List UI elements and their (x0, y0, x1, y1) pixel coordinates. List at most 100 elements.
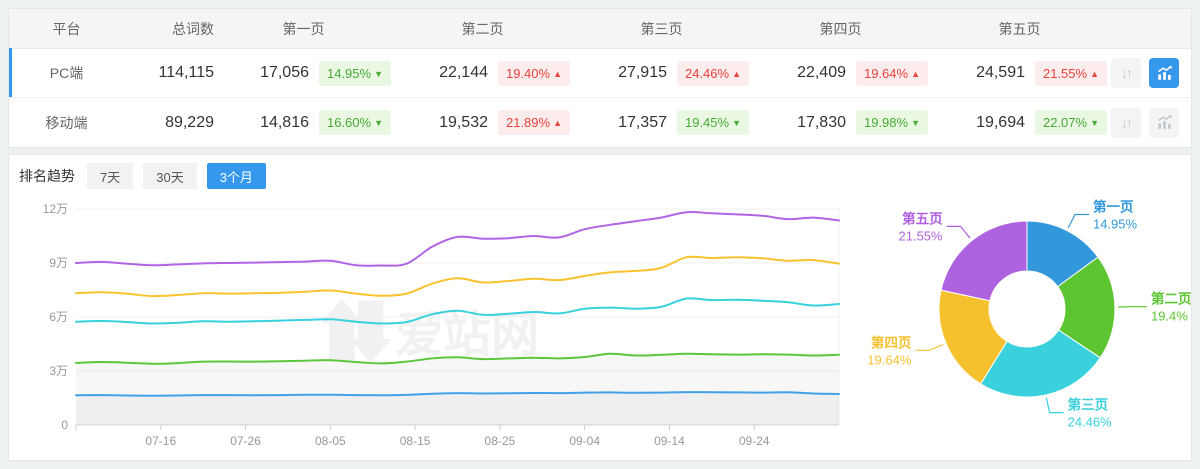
sort-button[interactable]: ↓↑ (1111, 107, 1141, 138)
page-count-value: 22,144 (439, 64, 488, 81)
bar-chart-icon (1157, 114, 1172, 129)
donut-label-pct: 14.95% (1093, 216, 1138, 231)
svg-text:9万: 9万 (49, 256, 68, 270)
page-share-donut-chart: 第一页 14.95% 第二页 19.4% 第三页 24.46% 第四页 19.64% 第五页 21… (867, 198, 1192, 430)
svg-text:09-04: 09-04 (569, 434, 600, 448)
page-count-value: 24,591 (976, 64, 1025, 81)
header-page-3: 第三页 (640, 20, 683, 37)
change-pct-badge: 19.45% ▼ (677, 110, 749, 135)
svg-text:08-25: 08-25 (485, 434, 516, 448)
change-pct-badge: 19.40% ▲ (498, 60, 570, 86)
table-row[interactable]: PC端 114,115 17,056 14.95% ▼ 22,144 19.40% ▲ 27… (9, 48, 1191, 98)
svg-text:3万: 3万 (49, 364, 68, 378)
change-badge-cell: 19.40% ▲ (488, 60, 572, 86)
down-triangle-icon: ▼ (374, 68, 383, 79)
trend-line-chart: 0 3万 6万 9万 12万 07-16 07-26 08-05 08-15 08-25 09-04… (43, 202, 840, 448)
donut-label-name: 第五页 (902, 210, 943, 226)
donut-label-name: 第三页 (1068, 397, 1109, 413)
table-body: PC端 114,115 17,056 14.95% ▼ 22,144 19.40% ▲ 27… (9, 48, 1191, 147)
donut-label-pct: 24.46% (1068, 415, 1113, 430)
donut-label-pct: 19.4% (1151, 309, 1188, 324)
change-badge-cell: 19.64% ▲ (846, 60, 930, 86)
page-count-value: 22,409 (797, 64, 846, 81)
bar-chart-icon (1157, 65, 1172, 80)
up-triangle-icon: ▲ (1090, 68, 1099, 79)
total-words-value: 89,229 (165, 113, 214, 131)
up-triangle-icon: ▲ (553, 68, 562, 79)
donut-slice-第五页 (940, 220, 1028, 302)
svg-text:12万: 12万 (43, 202, 68, 216)
header-page-2: 第二页 (461, 20, 504, 37)
change-pct-badge: 21.89% ▲ (498, 110, 570, 135)
page-count-value: 27,915 (618, 64, 667, 81)
change-badge-cell: 14.95% ▼ (309, 60, 393, 86)
up-triangle-icon: ▲ (911, 68, 920, 79)
change-badge-cell: 19.45% ▼ (667, 110, 751, 135)
header-platform: 平台 (52, 20, 81, 37)
platform-label: PC端 (49, 65, 84, 81)
down-triangle-icon: ▼ (911, 118, 920, 128)
svg-text:07-26: 07-26 (230, 434, 261, 448)
svg-text:08-15: 08-15 (400, 434, 431, 448)
chart-toggle-button[interactable] (1149, 58, 1179, 88)
change-badge-cell: 19.98% ▼ (846, 110, 930, 135)
page-count-value: 17,056 (260, 64, 309, 81)
svg-text:0: 0 (61, 418, 68, 432)
change-pct-badge: 19.98% ▼ (856, 110, 928, 135)
aizhan-watermark: 爱站网 (395, 309, 539, 362)
down-triangle-icon: ▼ (732, 118, 741, 128)
donut-label-name: 第二页 (1151, 291, 1192, 307)
svg-text:09-14: 09-14 (654, 434, 685, 448)
sort-button[interactable]: ↓↑ (1111, 58, 1141, 88)
rank-trend-section: 排名趋势 7天 30天 3个月 0 3万 6万 9万 12万 07-16 07-26 08-0… (8, 154, 1192, 461)
chart-toggle-button[interactable] (1149, 107, 1179, 138)
svg-text:07-16: 07-16 (145, 434, 176, 448)
change-badge-cell: 24.46% ▲ (667, 60, 751, 86)
down-triangle-icon: ▼ (374, 118, 383, 128)
total-words-value: 114,115 (158, 64, 214, 81)
page-count-value: 19,532 (439, 113, 488, 131)
donut-label-name: 第四页 (871, 334, 912, 350)
table-row[interactable]: 移动端 89,229 14,816 16.60% ▼ 19,532 21.89% ▲ 17,… (9, 98, 1191, 147)
change-badge-cell: 21.55% ▲ (1025, 60, 1109, 86)
header-page-5: 第五页 (998, 20, 1041, 37)
change-pct-badge: 22.07% ▼ (1035, 110, 1107, 135)
trend-header: 排名趋势 7天 30天 3个月 (9, 155, 1191, 189)
header-page-4: 第四页 (819, 20, 862, 37)
trend-title: 排名趋势 (19, 168, 75, 184)
change-pct-badge: 21.55% ▲ (1035, 60, 1107, 86)
change-pct-badge: 19.64% ▲ (856, 60, 928, 86)
change-badge-cell: 22.07% ▼ (1025, 110, 1109, 135)
row-actions: ↓↑ (1109, 107, 1191, 138)
svg-text:09-24: 09-24 (739, 434, 770, 448)
header-total-words: 总词数 (172, 20, 214, 37)
keyword-rank-table: 平台 总词数 第一页 第二页 第三页 第四页 第五页 PC端 114,115 1… (8, 8, 1192, 148)
up-triangle-icon: ▲ (553, 118, 562, 128)
sort-arrows-icon: ↓↑ (1121, 114, 1133, 131)
header-page-1: 第一页 (282, 20, 325, 37)
down-triangle-icon: ▼ (1090, 118, 1099, 128)
change-badge-cell: 21.89% ▲ (488, 110, 572, 135)
tab-30-days[interactable]: 30天 (143, 163, 197, 189)
tab-7-days[interactable]: 7天 (87, 163, 134, 189)
sort-arrows-icon: ↓↑ (1121, 65, 1133, 81)
change-pct-badge: 16.60% ▼ (319, 110, 391, 135)
svg-text:6万: 6万 (49, 310, 68, 324)
donut-label-pct: 19.64% (867, 352, 912, 367)
page-count-value: 14,816 (260, 113, 309, 131)
donut-label-name: 第一页 (1093, 198, 1134, 214)
change-pct-badge: 24.46% ▲ (677, 60, 749, 86)
donut-slice-第三页 (980, 329, 1101, 398)
page-count-value: 19,694 (976, 113, 1025, 131)
change-badge-cell: 16.60% ▼ (309, 110, 393, 135)
tab-3-months[interactable]: 3个月 (206, 163, 266, 189)
change-pct-badge: 14.95% ▼ (319, 60, 391, 86)
table-header-row: 平台 总词数 第一页 第二页 第三页 第四页 第五页 (9, 9, 1191, 49)
row-actions: ↓↑ (1109, 58, 1191, 88)
platform-label: 移动端 (45, 114, 88, 131)
page-count-value: 17,357 (618, 113, 667, 131)
donut-label-pct: 21.55% (899, 228, 944, 243)
up-triangle-icon: ▲ (732, 68, 741, 79)
page-count-value: 17,830 (797, 113, 846, 131)
svg-text:08-05: 08-05 (315, 434, 346, 448)
